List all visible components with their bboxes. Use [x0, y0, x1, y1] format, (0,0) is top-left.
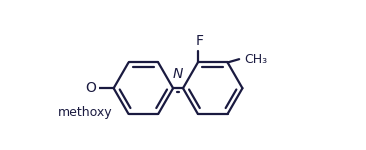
- Text: N: N: [172, 67, 183, 81]
- Text: F: F: [195, 34, 203, 48]
- Text: methoxy: methoxy: [57, 106, 112, 119]
- Text: O: O: [85, 81, 96, 95]
- Text: CH₃: CH₃: [244, 53, 267, 66]
